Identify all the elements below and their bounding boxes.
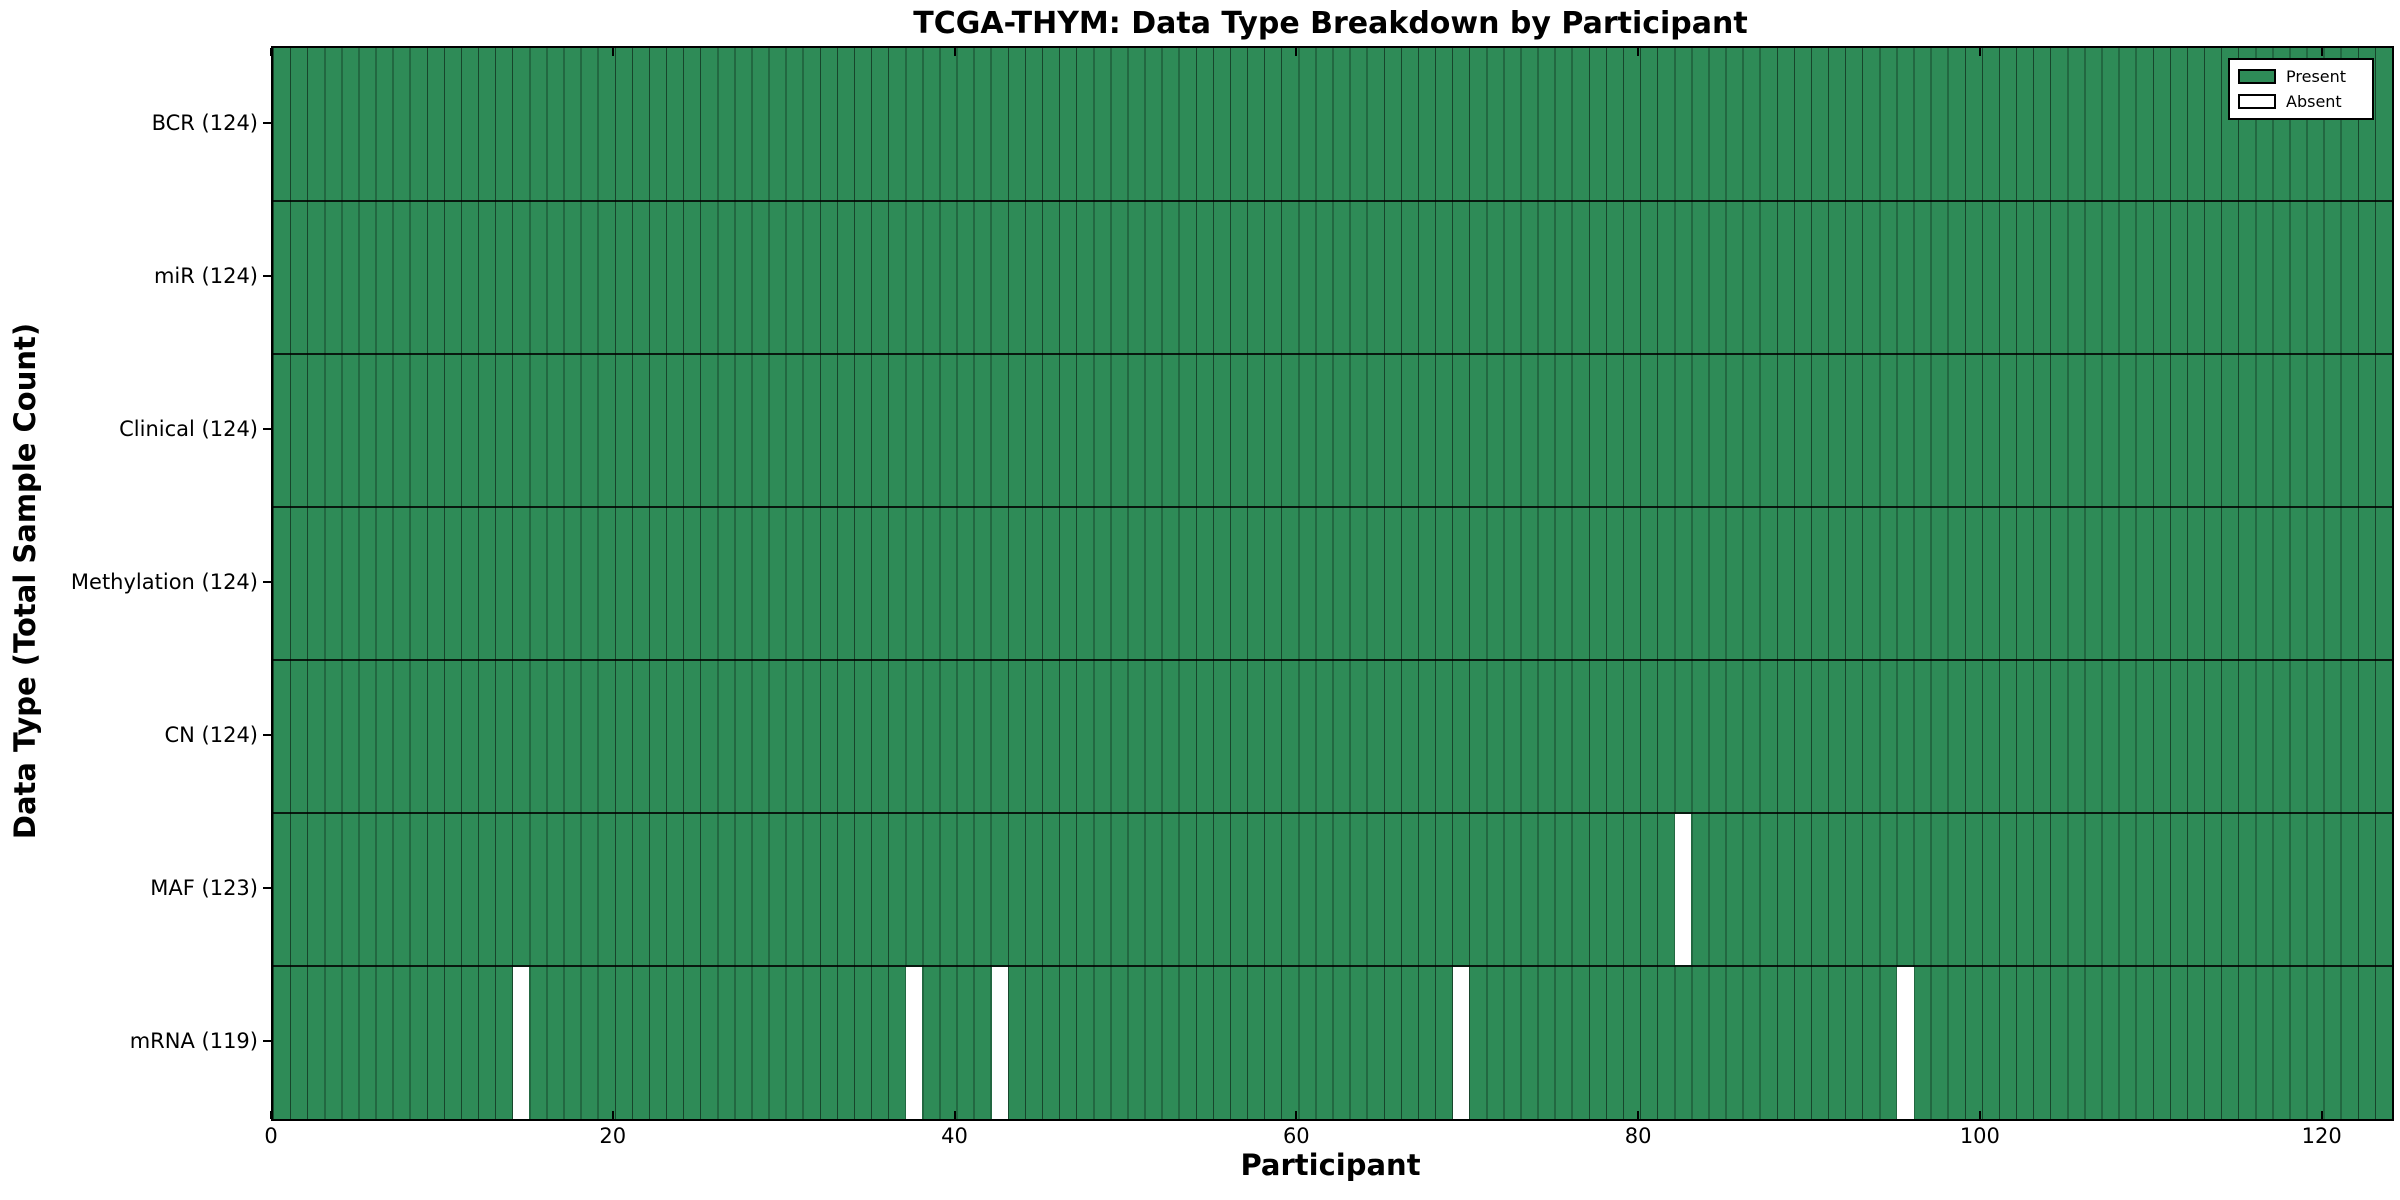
x-tick-label-0: 0	[264, 1124, 278, 1148]
x-tick-mark	[611, 48, 614, 56]
y-tick-mark	[263, 427, 271, 430]
absent-cell-mRNA-95	[1897, 967, 1914, 1119]
row-boundary	[273, 200, 2392, 202]
x-tick-label-20: 20	[599, 1124, 627, 1148]
y-tick-label-MAF: MAF (123)	[150, 875, 258, 900]
row-boundary	[273, 812, 2392, 814]
y-tick-label-CN: CN (124)	[164, 722, 258, 747]
absent-cell-mRNA-37	[906, 967, 923, 1119]
x-tick-mark	[1637, 48, 1640, 56]
y-tick-mark	[263, 121, 271, 124]
row-boundary	[273, 659, 2392, 661]
y-tick-label-BCR: BCR (124)	[151, 110, 258, 135]
y-tick-mark	[263, 1039, 271, 1042]
x-tick-mark	[1978, 48, 1981, 56]
x-axis-title: Participant	[1240, 1148, 1421, 1182]
y-tick-mark	[263, 580, 271, 583]
row-boundary	[273, 965, 2392, 967]
y-tick-mark	[263, 274, 271, 277]
plot-area	[271, 46, 2394, 1121]
y-tick-mark	[263, 886, 271, 889]
x-tick-mark	[270, 48, 272, 56]
y-tick-label-Clinical: Clinical (124)	[119, 416, 258, 441]
legend-label-absent: Absent	[2286, 91, 2342, 111]
x-tick-mark	[2320, 48, 2323, 56]
x-tick-label-120: 120	[2301, 1124, 2342, 1148]
x-tick-mark	[1295, 48, 1298, 56]
x-tick-label-100: 100	[1959, 1124, 2000, 1148]
x-tick-mark	[611, 1111, 614, 1119]
absent-cell-mRNA-69	[1453, 967, 1470, 1119]
y-tick-mark	[263, 733, 271, 736]
row-boundary	[273, 353, 2392, 355]
x-tick-mark	[953, 1111, 956, 1119]
x-tick-mark	[1295, 1111, 1298, 1119]
y-tick-label-mRNA: mRNA (119)	[129, 1028, 258, 1053]
legend-swatch-absent-icon	[2238, 93, 2276, 109]
x-tick-label-40: 40	[941, 1124, 968, 1148]
y-tick-label-Methylation: Methylation (124)	[70, 569, 258, 594]
y-tick-label-miR: miR (124)	[153, 263, 258, 288]
chart-title: TCGA-THYM: Data Type Breakdown by Partic…	[913, 6, 1748, 41]
x-tick-mark	[1978, 1111, 1981, 1119]
legend-entry-present: Present	[2238, 67, 2364, 86]
x-tick-mark	[1637, 1111, 1640, 1119]
absent-cell-mRNA-14	[513, 967, 530, 1119]
x-tick-mark	[953, 48, 956, 56]
legend: Present Absent	[2228, 58, 2374, 120]
legend-label-present: Present	[2286, 67, 2347, 87]
x-tick-mark	[270, 1111, 272, 1119]
legend-entry-absent: Absent	[2238, 92, 2364, 111]
x-tick-label-60: 60	[1282, 1124, 1310, 1148]
absent-cell-MAF-82	[1675, 814, 1692, 965]
x-tick-mark	[2320, 1111, 2323, 1119]
absent-cell-mRNA-42	[991, 967, 1008, 1119]
legend-swatch-present-icon	[2238, 69, 2276, 85]
row-boundary	[273, 506, 2392, 508]
x-tick-label-80: 80	[1624, 1124, 1652, 1148]
